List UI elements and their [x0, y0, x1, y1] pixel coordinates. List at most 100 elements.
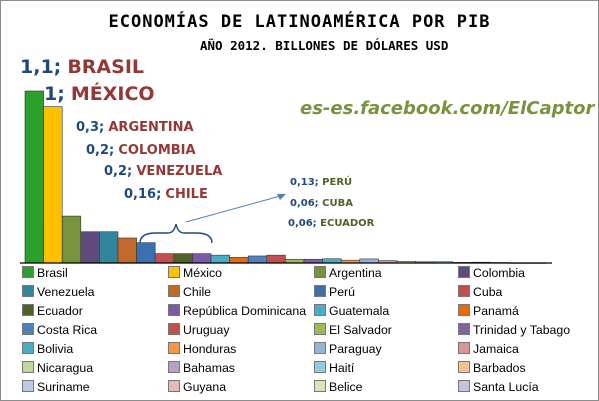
- legend-label: Argentina: [329, 266, 382, 280]
- arrow-head: [277, 194, 286, 200]
- legend-label: Bolivia: [37, 342, 74, 356]
- legend-label: Colombia: [473, 266, 525, 280]
- legend-label: Venezuela: [37, 285, 95, 299]
- legend-swatch: [168, 304, 180, 316]
- legend-label: Barbados: [473, 361, 526, 375]
- bar-república-dominicana: [192, 253, 212, 264]
- legend-swatch: [314, 342, 326, 354]
- legend-item: Paraguay: [314, 340, 382, 358]
- legend-item: Trinidad y Tabago: [458, 321, 570, 339]
- brace-mark: [139, 223, 213, 244]
- annotation-country: CHILE: [165, 187, 208, 202]
- legend-label: Honduras: [183, 342, 237, 356]
- legend-swatch: [22, 380, 34, 392]
- annotation-value: 0,3;: [76, 120, 105, 135]
- legend-label: República Dominicana: [183, 304, 307, 318]
- legend-item: Argentina: [314, 264, 382, 282]
- annotation-ecuador: 0,06; ECUADOR: [288, 218, 374, 229]
- legend-item: Ecuador: [22, 302, 83, 320]
- chart-subtitle: AÑO 2012. BILLONES DE DÓLARES USD: [200, 38, 449, 53]
- annotation-colombia: 0,2; COLOMBIA: [86, 143, 196, 158]
- legend-item: Cuba: [458, 283, 502, 301]
- bar-uruguay: [266, 254, 286, 264]
- annotation-country: MÉXICO: [70, 83, 155, 105]
- legend-swatch: [168, 266, 180, 278]
- legend-label: Paraguay: [329, 342, 382, 356]
- bar-perú: [136, 242, 156, 264]
- legend-swatch: [458, 380, 470, 392]
- bar-argentina: [61, 215, 82, 264]
- credit-text: es-es.facebook.com/ElCaptor: [300, 98, 595, 119]
- legend-label: Perú: [329, 285, 355, 299]
- legend-label: Trinidad y Tabago: [473, 323, 571, 337]
- legend-item: Perú: [314, 283, 355, 301]
- legend-item: Chile: [168, 283, 211, 301]
- legend-label: Panamá: [473, 304, 519, 318]
- legend-item: Guyana: [168, 378, 226, 396]
- legend-item: Costa Rica: [22, 321, 97, 339]
- bars-group: [24, 90, 547, 264]
- legend-swatch: [168, 361, 180, 373]
- annotation-country: BRASIL: [67, 56, 144, 78]
- legend-label: Chile: [183, 285, 212, 299]
- bar-paraguay: [359, 258, 379, 264]
- legend-swatch: [168, 380, 180, 392]
- legend-item: Panamá: [458, 302, 519, 320]
- legend-swatch: [22, 323, 34, 335]
- legend-item: Brasil: [22, 264, 68, 282]
- legend-item: El Salvador: [314, 321, 392, 339]
- legend-label: México: [183, 266, 222, 280]
- bar-colombia: [80, 231, 100, 264]
- annotation-cuba: 0,06; CUBA: [290, 198, 353, 209]
- legend-swatch: [314, 304, 326, 316]
- annotation-value: 0,13;: [290, 177, 319, 188]
- legend-swatch: [458, 304, 470, 316]
- legend-swatch: [22, 361, 34, 373]
- bar-chile: [117, 237, 137, 264]
- legend-item: Barbados: [458, 359, 526, 377]
- legend-item: Belice: [314, 378, 363, 396]
- legend-label: El Salvador: [329, 323, 392, 337]
- legend-label: Guatemala: [329, 304, 390, 318]
- legend-label: Brasil: [37, 266, 68, 280]
- legend-swatch: [168, 323, 180, 335]
- bar-venezuela: [99, 231, 119, 264]
- annotation-country: ECUADOR: [320, 218, 375, 229]
- legend: Brasil México Argentina Colombia Venezuela Ch…: [22, 264, 582, 396]
- legend-item: Venezuela: [22, 283, 94, 301]
- legend-item: Colombia: [458, 264, 525, 282]
- legend-item: Honduras: [168, 340, 236, 358]
- legend-item: República Dominicana: [168, 302, 306, 320]
- annotation-mexico: 1; MÉXICO: [44, 83, 155, 105]
- legend-swatch: [314, 323, 326, 335]
- bar-panamá: [229, 257, 249, 264]
- legend-label: Uruguay: [183, 323, 230, 337]
- legend-label: Costa Rica: [37, 323, 98, 337]
- legend-swatch: [458, 285, 470, 297]
- legend-swatch: [22, 304, 34, 316]
- legend-swatch: [22, 266, 34, 278]
- legend-swatch: [22, 342, 34, 354]
- legend-label: Cuba: [473, 285, 503, 299]
- legend-item: Santa Lucía: [458, 378, 539, 396]
- bar-guatemala: [210, 254, 230, 264]
- legend-item: Uruguay: [168, 321, 229, 339]
- legend-item: México: [168, 264, 222, 282]
- annotation-value: 0,2;: [86, 143, 115, 158]
- annotation-country: COLOMBIA: [118, 143, 196, 158]
- legend-item: Guatemala: [314, 302, 389, 320]
- legend-label: Guyana: [183, 380, 227, 394]
- legend-swatch: [458, 323, 470, 335]
- bar-costa-rica: [247, 255, 268, 264]
- annotation-brasil: 1,1; BRASIL: [20, 56, 144, 78]
- annotation-argentina: 0,3; ARGENTINA: [76, 120, 194, 135]
- annotation-value: 1;: [44, 83, 65, 105]
- annotation-peru: 0,13; PERÚ: [290, 177, 352, 188]
- legend-swatch: [22, 285, 34, 297]
- annotation-country: ARGENTINA: [108, 120, 194, 135]
- legend-label: Belice: [329, 380, 363, 394]
- legend-swatch: [458, 266, 470, 278]
- legend-swatch: [314, 266, 326, 278]
- annotation-value: 0,16;: [124, 187, 162, 202]
